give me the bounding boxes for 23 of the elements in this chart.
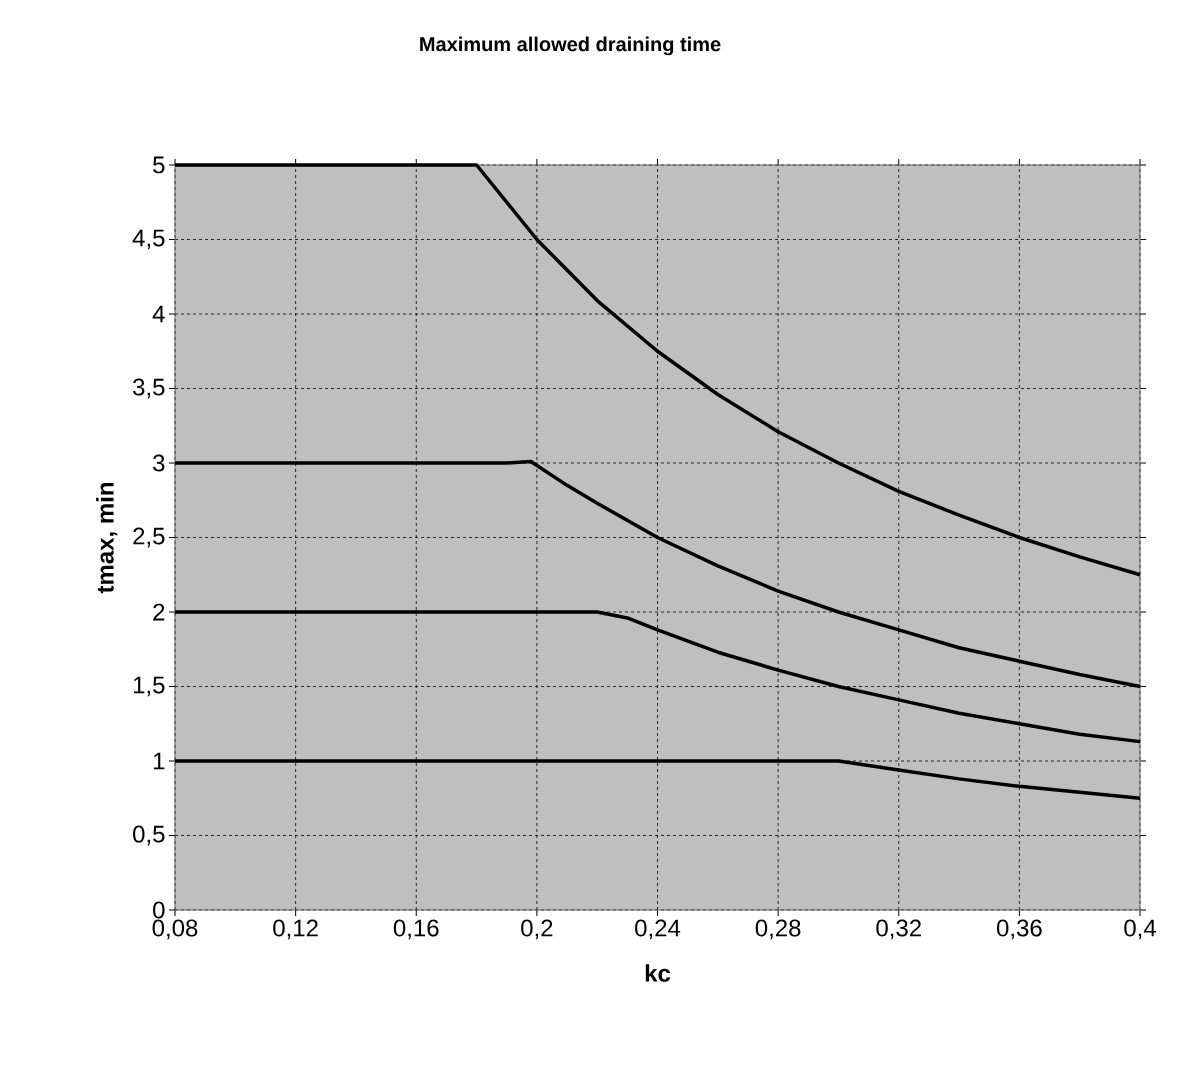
x-tick-label: 0,2 xyxy=(521,919,553,940)
y-tick-label: 3 xyxy=(153,454,165,472)
x-tick-label: 0,4 xyxy=(1124,919,1156,940)
x-axis-title: kc xyxy=(645,964,671,982)
y-tick-label: 0 xyxy=(153,901,165,919)
x-tick-label: 0,32 xyxy=(876,919,921,940)
y-tick-label: 4 xyxy=(152,305,165,323)
chart-title: Maximum allowed draining time xyxy=(420,36,721,56)
x-tick-label: 0,16 xyxy=(393,919,439,940)
y-tick-label: 4,5 xyxy=(132,229,165,250)
y-axis-title: tmax, min xyxy=(96,483,118,594)
x-tick-label: 0,24 xyxy=(635,919,681,940)
y-tick-label: 1 xyxy=(153,752,165,770)
y-tick-label: 2,5 xyxy=(133,527,165,548)
x-tick-label: 0,12 xyxy=(273,919,318,940)
y-tick-label: 1,5 xyxy=(133,676,165,697)
x-tick-label: 0,36 xyxy=(996,919,1042,940)
y-tick-label: 2 xyxy=(153,603,165,621)
x-tick-label: 0,08 xyxy=(152,919,198,940)
x-tick-label: 0,28 xyxy=(755,919,801,940)
y-tick-label: 3,5 xyxy=(133,378,165,399)
y-tick-label: 5 xyxy=(153,156,165,174)
y-tick-label: 0,5 xyxy=(133,825,165,846)
